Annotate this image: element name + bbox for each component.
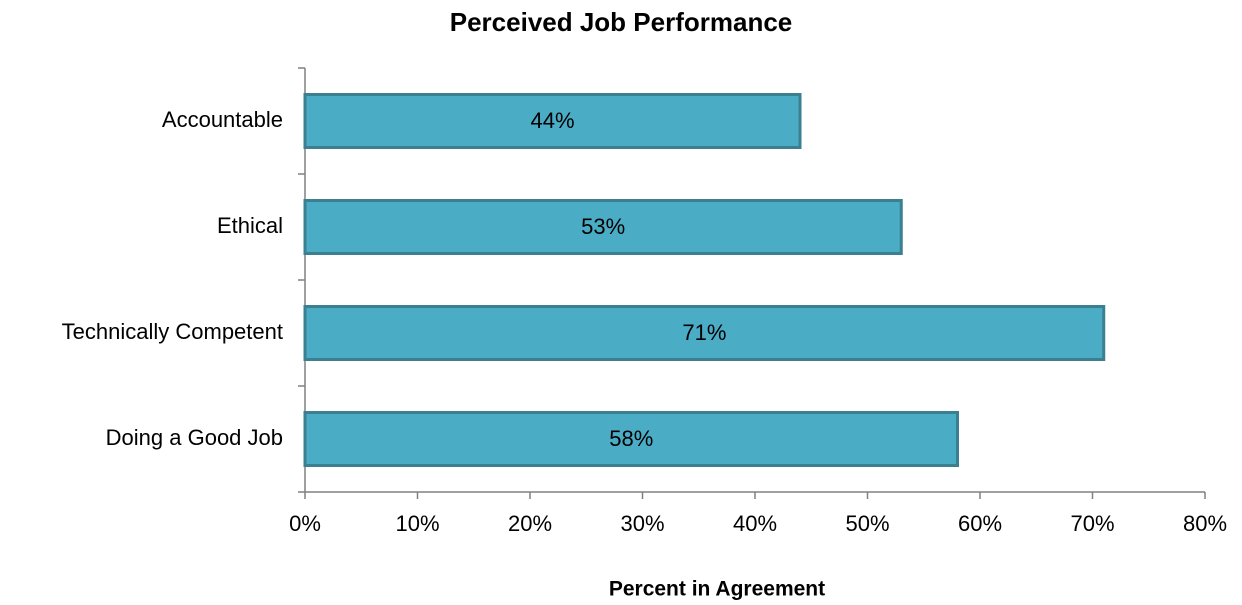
y-tick-label: Ethical <box>217 213 283 238</box>
bar <box>303 93 802 149</box>
x-tick-label: 80% <box>1183 511 1227 536</box>
bar <box>303 411 959 467</box>
y-tick-label: Accountable <box>162 107 283 132</box>
bar <box>303 199 903 255</box>
value-label: 53% <box>581 214 625 239</box>
value-label: 44% <box>530 108 574 133</box>
x-tick-label: 10% <box>395 511 439 536</box>
x-tick-label: 30% <box>620 511 664 536</box>
x-tick-label: 20% <box>508 511 552 536</box>
x-tick-label: 40% <box>733 511 777 536</box>
value-label: 58% <box>609 426 653 451</box>
x-tick-label: 50% <box>845 511 889 536</box>
chart-title: Perceived Job Performance <box>450 7 793 37</box>
x-tick-label: 70% <box>1070 511 1114 536</box>
x-tick-label: 60% <box>958 511 1002 536</box>
y-tick-label: Doing a Good Job <box>106 425 283 450</box>
y-tick-label: Technically Competent <box>62 319 283 344</box>
bar <box>303 305 1106 361</box>
x-tick-label: 0% <box>289 511 321 536</box>
x-axis-label: Percent in Agreement <box>609 578 825 601</box>
value-label: 71% <box>682 320 726 345</box>
